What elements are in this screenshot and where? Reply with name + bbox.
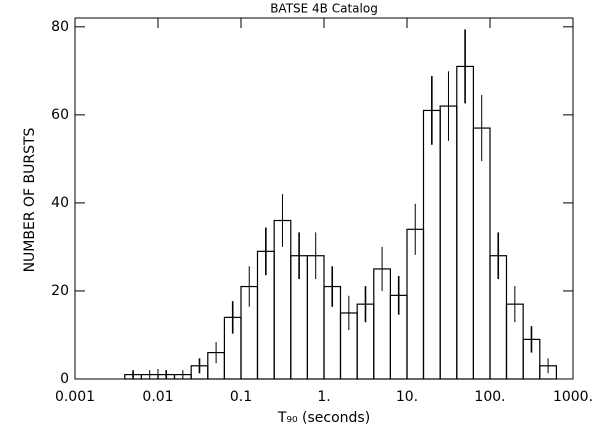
y-tick-label: 0 <box>60 371 69 387</box>
x-tick-label: 1000. <box>553 389 593 405</box>
bar <box>439 105 458 380</box>
x-axis-label: T₉₀ (seconds) <box>277 410 370 426</box>
x-tick-label: 0.01 <box>142 389 173 405</box>
x-tick-label: 0.001 <box>55 389 95 405</box>
y-axis-label: NUMBER OF BURSTS <box>22 127 38 272</box>
x-tick-label: 0.1 <box>230 389 252 405</box>
x-tick-label: 10. <box>396 389 418 405</box>
y-tick-label: 60 <box>51 107 69 123</box>
y-tick-label: 20 <box>51 283 69 299</box>
bar <box>422 109 441 380</box>
y-tick-label: 80 <box>51 19 69 35</box>
chart-title: BATSE 4B Catalog <box>270 2 378 16</box>
y-tick-label: 40 <box>51 195 69 211</box>
bar <box>472 127 491 380</box>
bar <box>456 65 475 380</box>
x-tick-label: 100. <box>474 389 505 405</box>
x-tick-label: 1. <box>317 389 330 405</box>
